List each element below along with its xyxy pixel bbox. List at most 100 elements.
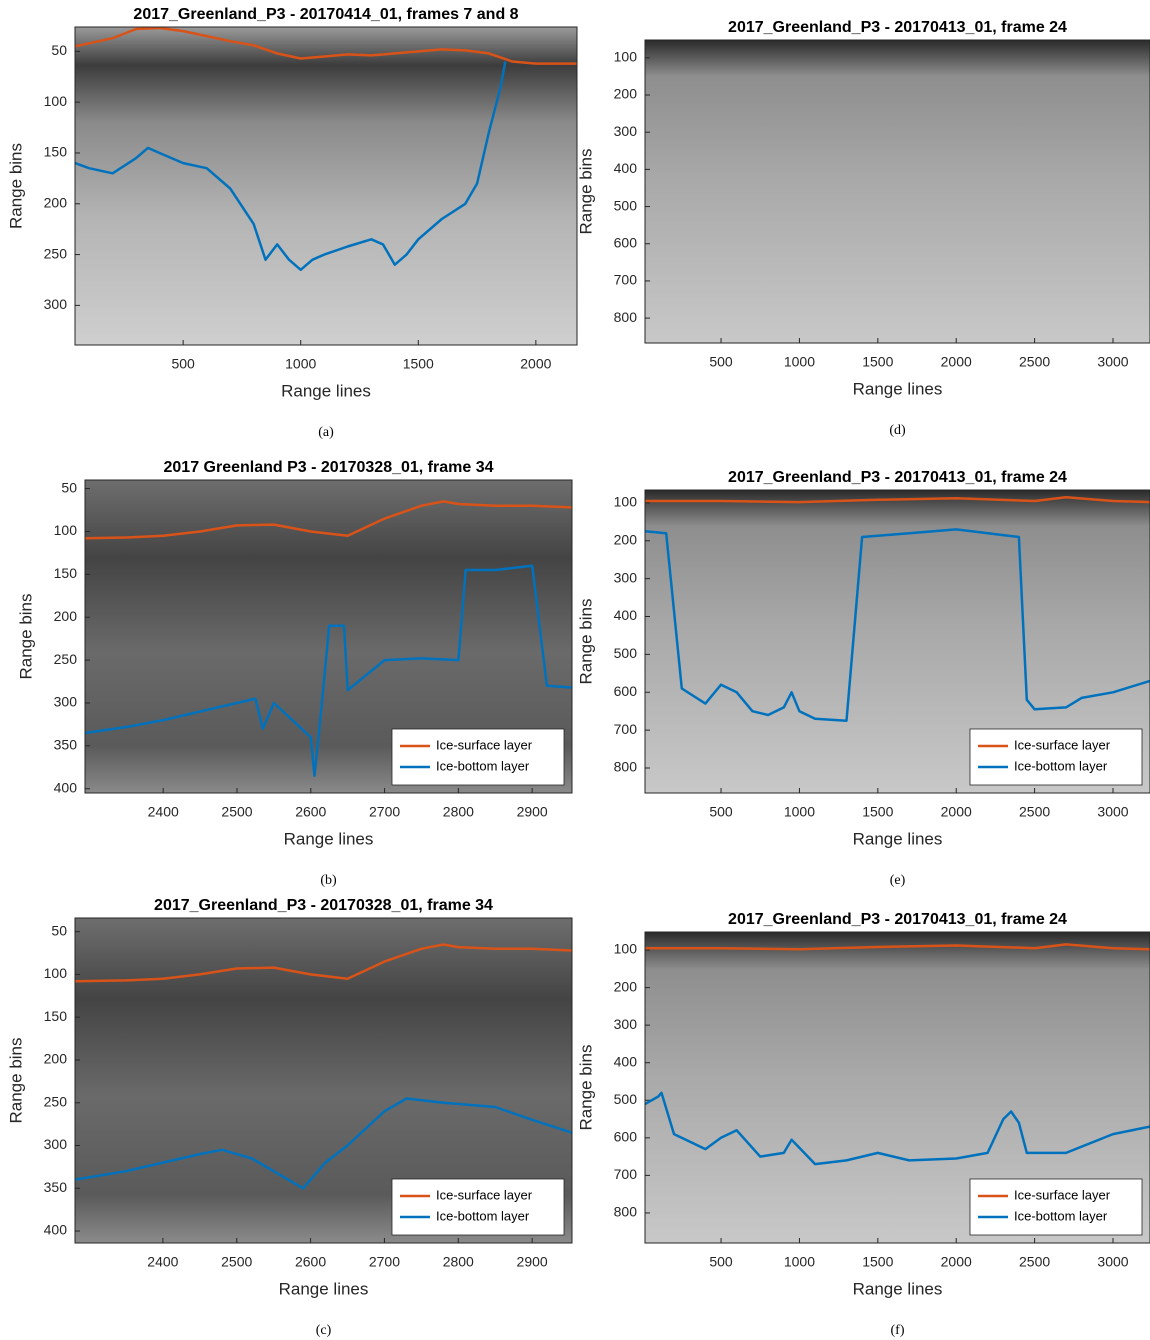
y-tick-label: 100 [614,494,638,510]
y-axis-label: Range bins [6,1037,25,1123]
legend: Ice-surface layer Ice-bottom layer [391,1178,565,1236]
y-tick-label: 150 [44,144,68,160]
x-tick-label: 1000 [784,1254,815,1270]
y-tick-label: 800 [614,1204,638,1220]
x-tick-label: 2400 [148,804,179,820]
x-axis-label: Range lines [853,1279,943,1298]
x-tick-label: 3000 [1097,354,1128,370]
y-tick-label: 300 [614,569,638,585]
y-tick-label: 400 [44,1222,68,1238]
y-axis-label: Range bins [576,1044,595,1130]
y-axis-label: Range bins [576,148,595,234]
layer-line [645,528,1150,722]
x-tick-label: 2400 [147,1254,178,1270]
y-tick-label: 250 [44,1093,68,1109]
panel: 2017 Greenland P3 - 20170328_01, frame 3… [16,459,573,888]
y-tick-label: 600 [614,234,638,250]
y-tick-label: 300 [614,123,638,139]
x-tick-label: 2800 [443,804,474,820]
x-tick-label: 3000 [1097,804,1128,820]
x-tick-label: 2000 [941,804,972,820]
y-tick-label: 150 [44,1008,68,1024]
x-axis-label: Range lines [281,381,371,400]
chart-title: 2017_Greenland_P3 - 20170328_01, frame 3… [154,897,493,914]
x-tick-label: 500 [709,1254,733,1270]
layer-line [645,943,1150,951]
y-tick-label: 700 [614,1166,638,1182]
chart-title: 2017_Greenland_P3 - 20170413_01, frame 2… [728,911,1067,928]
legend-label: Ice-bottom layer [1014,758,1108,773]
lines [645,943,1150,1166]
y-tick-label: 50 [61,479,77,495]
x-tick-label: 500 [709,804,733,820]
y-tick-label: 100 [44,965,68,981]
x-tick-label: 2000 [941,1254,972,1270]
caption: (f) [891,1323,905,1338]
x-tick-label: 1000 [285,356,316,372]
legend-label: Ice-bottom layer [436,1208,530,1223]
y-tick-label: 500 [614,197,638,213]
axes-frame [644,931,1150,1244]
x-axis-label: Range lines [853,379,943,398]
x-tick-label: 2700 [369,804,400,820]
panel: 2017_Greenland_P3 - 20170328_01, frame 3… [6,897,573,1338]
axes-frame [644,39,1150,344]
layer-line [85,564,572,778]
lines [645,495,1150,722]
y-tick-label: 100 [614,941,638,957]
legend-box [391,1178,565,1236]
panel: 2017_Greenland_P3 - 20170413_01, frame 2… [576,469,1150,888]
x-tick-label: 2700 [369,1254,400,1270]
y-tick-label: 400 [614,607,638,623]
legend-box [969,728,1143,786]
x-tick-label: 1500 [862,354,893,370]
axes-frame [84,479,573,794]
y-tick-label: 150 [54,565,78,581]
y-tick-label: 350 [44,1179,68,1195]
chart-title: 2017_Greenland_P3 - 20170414_01, frames … [133,6,518,23]
y-tick-label: 400 [614,160,638,176]
x-tick-label: 1000 [784,804,815,820]
x-tick-label: 500 [171,356,195,372]
y-tick-label: 200 [54,608,78,624]
legend: Ice-surface layer Ice-bottom layer [391,728,565,786]
x-tick-label: 2900 [517,1254,548,1270]
y-tick-label: 200 [44,194,68,210]
x-tick-label: 1500 [403,356,434,372]
lines [85,500,572,778]
y-tick-label: 200 [614,86,638,102]
legend-label: Ice-surface layer [436,1187,533,1202]
layer-line [85,500,572,540]
y-tick-label: 200 [614,531,638,547]
lines [75,27,577,272]
legend-label: Ice-surface layer [436,737,533,752]
x-tick-label: 2500 [221,804,252,820]
y-tick-label: 600 [614,1129,638,1145]
y-tick-label: 700 [614,272,638,288]
panel: 2017_Greenland_P3 - 20170414_01, frames … [6,6,578,440]
y-tick-label: 100 [44,93,68,109]
x-tick-label: 2900 [517,804,548,820]
y-tick-label: 800 [614,309,638,325]
x-tick-label: 2500 [1019,354,1050,370]
y-tick-label: 200 [44,1051,68,1067]
panel: 2017_Greenland_P3 - 20170413_01, frame 2… [576,911,1150,1338]
y-tick-label: 350 [54,737,78,753]
y-tick-label: 300 [614,1016,638,1032]
x-axis-label: Range lines [853,829,943,848]
layer-line [645,1091,1150,1166]
x-axis-label: Range lines [279,1279,369,1298]
caption: (a) [318,425,334,440]
x-tick-label: 2600 [295,1254,326,1270]
caption: (e) [890,873,906,888]
x-tick-label: 1500 [862,804,893,820]
y-tick-label: 300 [44,1136,68,1152]
y-tick-label: 500 [614,645,638,661]
layer-line [75,27,577,65]
x-tick-label: 2000 [520,356,551,372]
y-tick-label: 300 [44,296,68,312]
y-tick-label: 600 [614,683,638,699]
x-tick-label: 1500 [862,1254,893,1270]
y-axis-label: Range bins [576,598,595,684]
